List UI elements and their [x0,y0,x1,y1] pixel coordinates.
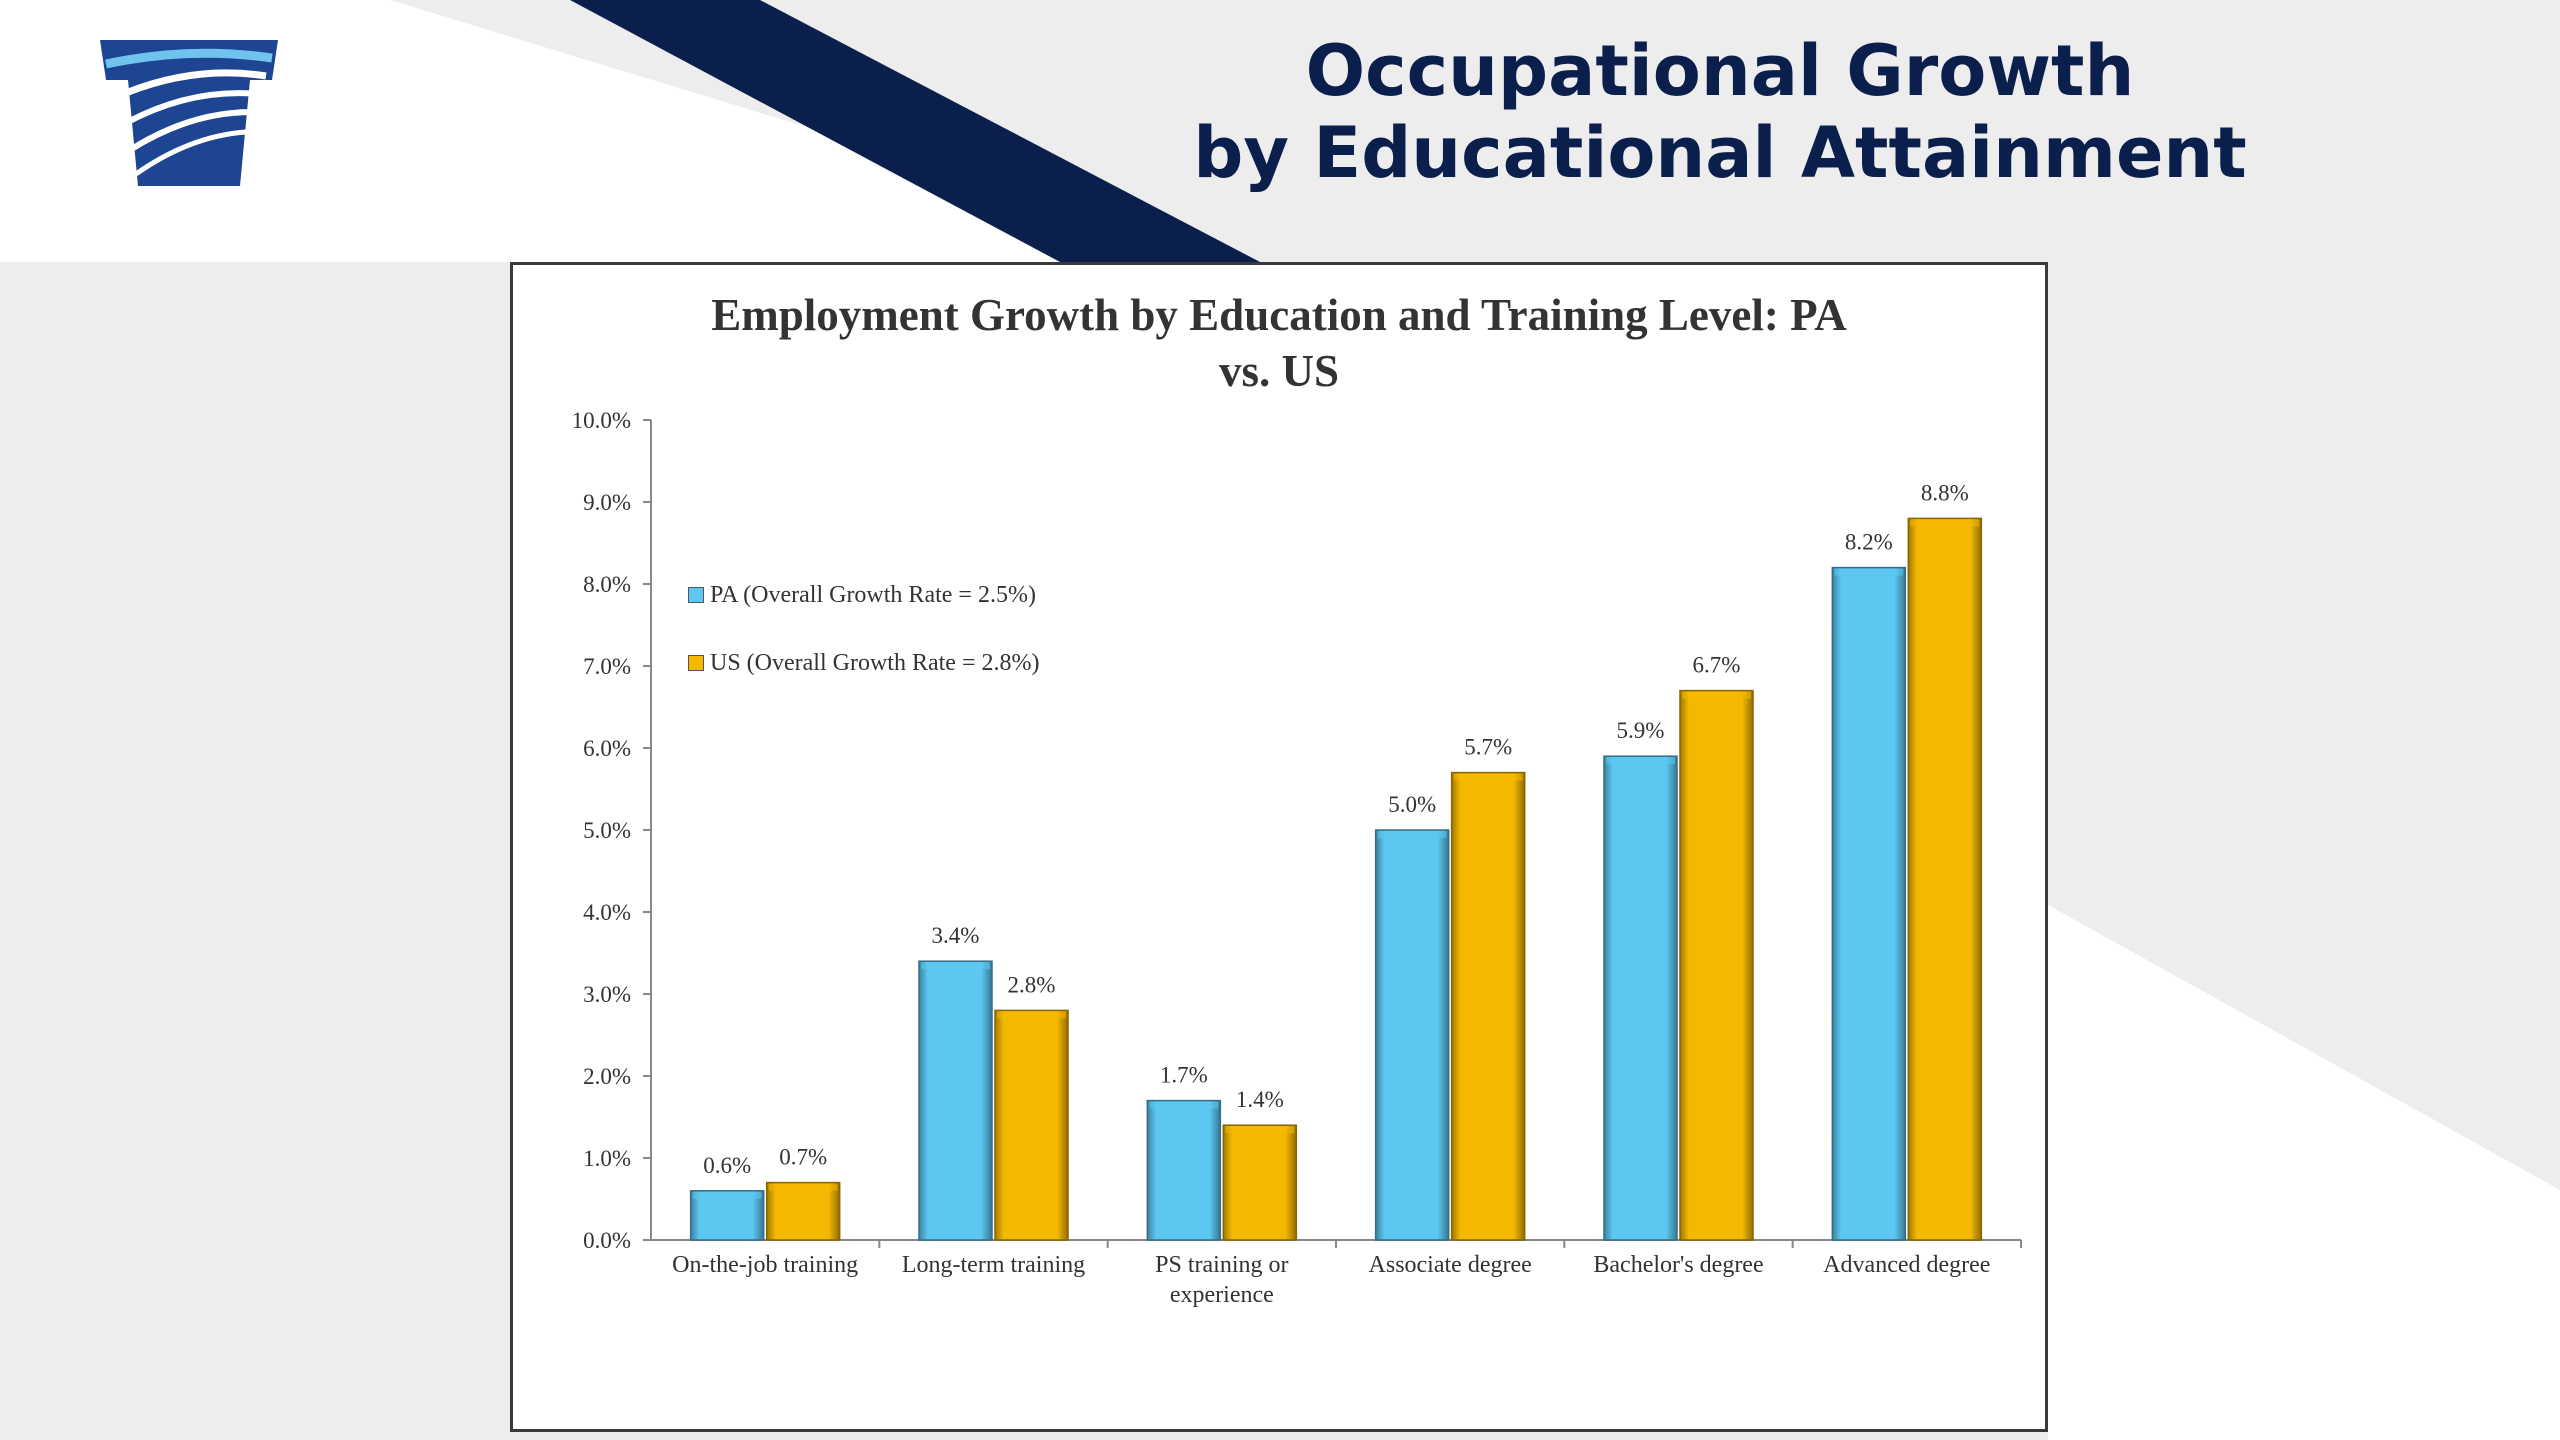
legend-label-us: US (Overall Growth Rate = 2.8%) [710,649,1040,676]
x-tick-label-line: Associate degree [1368,1252,1532,1278]
x-tick-label-line: Bachelor's degree [1593,1252,1764,1278]
bar-cap [1834,568,1904,576]
bar-cap [1377,831,1447,838]
y-tick-label: 0.0% [583,1228,631,1253]
data-label-us-0: 0.7% [779,1145,827,1170]
chart-legend: PA (Overall Growth Rate = 2.5%) US (Over… [688,575,1039,711]
data-label-pa-3: 5.0% [1388,792,1436,817]
bar-cap [768,1183,838,1191]
data-label-us-3: 5.7% [1464,735,1512,760]
chart-title: Employment Growth by Education and Train… [513,287,2045,399]
y-tick-label: 2.0% [583,1064,631,1089]
bar-us-5 [1907,517,1983,1241]
chart-panel: Employment Growth by Education and Train… [510,262,2048,1432]
y-tick-label: 6.0% [583,736,631,761]
x-tick-label: Associate degree [1335,1250,1565,1280]
bar-pa-0 [689,1190,765,1241]
bar-cap [1453,773,1523,781]
x-tick-label-line: PS training or [1155,1252,1289,1278]
bar-cap [1606,757,1675,765]
bar-chart: 0.0% 1.0% 2.0% 3.0% 4.0% 5.0% 6.0% 7.0% 8.0% 9.0%… [572,408,2022,1253]
bar-pa-4 [1603,755,1678,1241]
data-label-pa-1: 3.4% [932,923,980,948]
y-tick-label: 9.0% [583,490,631,515]
data-label-us-5: 8.8% [1921,480,1969,505]
y-tick-label: 5.0% [583,818,631,843]
legend-swatch-us [688,655,704,671]
data-label-pa-2: 1.7% [1160,1063,1208,1088]
bar-cap [997,1011,1066,1019]
slide-title: Occupational Growth by Educational Attai… [1130,30,2310,194]
x-tick-label: On-the-job training [650,1250,880,1280]
data-label-pa-5: 8.2% [1845,530,1893,555]
keystone-logo-icon [100,40,278,186]
legend-item-us: US (Overall Growth Rate = 2.8%) [688,643,1039,683]
chart-title-line-2: vs. US [1218,346,1340,396]
slide-title-line-2: by Educational Attainment [1193,112,2247,194]
x-tick-label-line: Advanced degree [1823,1252,1991,1278]
x-tick-label-line: experience [1169,1282,1274,1308]
bar-cap [1149,1101,1219,1109]
bar-us-4 [1679,689,1754,1241]
y-tick-label: 8.0% [583,572,631,597]
bar-cap [1682,691,1751,699]
y-tick-label: 10.0% [572,408,631,433]
chart-title-line-1: Employment Growth by Education and Train… [711,290,1847,340]
bar-pa-2 [1146,1099,1222,1241]
bar-us-1 [994,1009,1069,1241]
y-tick-label: 1.0% [583,1146,631,1171]
y-tick-label: 7.0% [583,654,631,679]
data-label-us-4: 6.7% [1693,653,1741,678]
bar-us-3 [1450,771,1526,1241]
legend-label-pa: PA (Overall Growth Rate = 2.5%) [710,581,1036,608]
bar-cap [1225,1126,1295,1134]
legend-swatch-pa [688,587,704,603]
x-tick-label: Advanced degree [1792,1250,2022,1280]
bar-cap [921,962,990,970]
slide-title-line-1: Occupational Growth [1305,30,2135,112]
y-tick-label: 3.0% [583,982,631,1007]
data-label-pa-0: 0.6% [703,1153,751,1178]
data-label-us-2: 1.4% [1236,1087,1284,1112]
bar-cap [692,1191,762,1199]
data-label-pa-4: 5.9% [1617,718,1665,743]
bar-cap [1910,519,1980,527]
legend-item-pa: PA (Overall Growth Rate = 2.5%) [688,575,1039,615]
bar-pa-5 [1831,566,1907,1241]
y-tick-label: 4.0% [583,900,631,925]
x-tick-label-line: Long-term training [901,1252,1086,1278]
x-tick-label: Long-term training [879,1250,1109,1280]
x-tick-label: PS training or experience [1107,1250,1337,1310]
data-label-us-1: 2.8% [1008,972,1056,997]
bar-us-0 [765,1181,841,1241]
bar-pa-1 [918,960,993,1241]
x-tick-label: Bachelor's degree [1564,1250,1794,1280]
x-tick-label-line: On-the-job training [672,1252,859,1278]
bar-us-2 [1222,1124,1298,1241]
bar-pa-3 [1374,829,1450,1241]
